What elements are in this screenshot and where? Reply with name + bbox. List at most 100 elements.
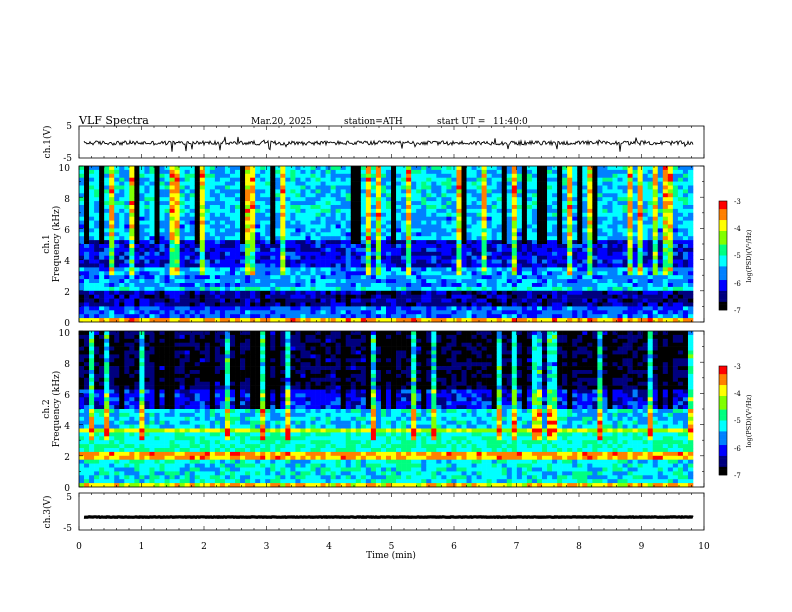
spec1-cell bbox=[350, 212, 357, 217]
spec1-cell bbox=[652, 263, 659, 268]
spec1-cell bbox=[622, 212, 628, 217]
spec1-cell bbox=[647, 283, 654, 288]
spec1-cell bbox=[245, 279, 251, 284]
spec1-cell bbox=[260, 197, 266, 202]
spec1-cell bbox=[124, 181, 130, 186]
spec1-cell bbox=[501, 306, 508, 311]
spec1-cell bbox=[662, 294, 669, 299]
spec1-cell bbox=[416, 228, 422, 233]
spec1-cell bbox=[521, 247, 528, 253]
spec1-cell bbox=[300, 283, 306, 288]
spec1-cell bbox=[179, 169, 185, 175]
spec1-cell bbox=[290, 310, 296, 315]
spec1-cell bbox=[411, 251, 417, 256]
spec1-cell bbox=[471, 247, 477, 253]
spec1-cell bbox=[521, 220, 528, 225]
spec1-cell bbox=[602, 294, 608, 299]
spec1-cell bbox=[169, 251, 175, 256]
spec1-cell bbox=[159, 177, 165, 182]
spec1-cell bbox=[406, 290, 412, 295]
spec1-cell bbox=[370, 193, 377, 198]
spec1-cell bbox=[622, 208, 628, 214]
spec1-cell bbox=[557, 173, 563, 178]
spec1-cell bbox=[174, 173, 180, 178]
spec1-cell bbox=[506, 236, 513, 241]
spec1-cell bbox=[491, 294, 498, 299]
spec1-cell bbox=[536, 251, 543, 256]
spec1-cell bbox=[662, 244, 669, 249]
spec1-cell bbox=[94, 177, 100, 182]
spec1-cell bbox=[622, 275, 628, 280]
spec1-cell bbox=[270, 263, 276, 268]
spec1-cell bbox=[224, 208, 231, 214]
spec1-cell bbox=[602, 197, 608, 202]
spec1-cell bbox=[597, 173, 603, 178]
spec1-cell bbox=[436, 314, 442, 319]
spec1-cell bbox=[310, 244, 316, 249]
spec1-cell bbox=[486, 294, 492, 299]
spec1-cell bbox=[617, 208, 623, 214]
spec1-cell bbox=[375, 236, 382, 241]
spec1-cell bbox=[587, 271, 593, 276]
spec1-cell bbox=[486, 251, 492, 256]
spec1-cell bbox=[194, 271, 201, 276]
spec1-cell bbox=[476, 267, 482, 272]
spec1-cell bbox=[511, 240, 518, 245]
spec1-cell bbox=[245, 255, 251, 260]
spec1-cell bbox=[129, 286, 135, 292]
spec1-cell bbox=[320, 279, 326, 284]
spec1-cell bbox=[305, 197, 311, 202]
spec1-cell bbox=[335, 314, 341, 319]
spec1-cell bbox=[627, 193, 633, 198]
spec1-cell bbox=[275, 177, 281, 182]
spec1-cell bbox=[114, 314, 120, 319]
spec1-cell bbox=[637, 279, 643, 284]
spec1-cell bbox=[446, 205, 452, 210]
spec1-cell bbox=[270, 224, 276, 229]
spec1-cell bbox=[542, 286, 548, 292]
spec1-cell bbox=[345, 318, 352, 323]
spec1-cell bbox=[189, 189, 196, 194]
spec1-cell bbox=[375, 220, 382, 225]
spec1-cell bbox=[109, 275, 115, 280]
spec1-cell bbox=[536, 224, 543, 229]
spec1-cell bbox=[260, 212, 266, 217]
spec1-cell bbox=[99, 263, 105, 268]
spec1-cell bbox=[536, 244, 543, 249]
spec1-cell bbox=[531, 290, 538, 295]
spec1-cell bbox=[129, 181, 135, 186]
spec1-cell bbox=[189, 212, 196, 217]
spec1-cell bbox=[240, 197, 246, 202]
spec1-cell bbox=[451, 263, 457, 268]
spec1-cell bbox=[406, 286, 412, 292]
spec1-cell bbox=[516, 185, 523, 190]
spec1-cell bbox=[375, 216, 382, 221]
spec1-cell bbox=[607, 255, 613, 260]
spec1-cell bbox=[370, 294, 377, 299]
spec1-cell bbox=[240, 216, 246, 221]
spec1-cell bbox=[260, 318, 266, 323]
spec1-cell bbox=[345, 166, 352, 171]
spec1-cell bbox=[129, 185, 135, 190]
spec1-cell bbox=[340, 279, 347, 284]
spec1-cell bbox=[421, 236, 427, 241]
spec1-cell bbox=[612, 205, 618, 210]
spec1-cell bbox=[647, 302, 654, 307]
spec1-cell bbox=[466, 259, 472, 264]
spec1-cell bbox=[250, 275, 256, 280]
spec1-cell bbox=[612, 294, 618, 299]
spec1-cell bbox=[552, 244, 558, 249]
spec1-cell bbox=[320, 205, 326, 210]
spec1-cell bbox=[345, 302, 352, 307]
spec1-cell bbox=[431, 228, 437, 233]
spec1-cell bbox=[662, 279, 669, 284]
spec1-cell bbox=[637, 267, 643, 272]
spec1-cell bbox=[99, 166, 105, 171]
spec1-cell bbox=[557, 197, 563, 202]
spec1-cell bbox=[350, 298, 357, 303]
spec1-cell bbox=[486, 166, 492, 171]
spec1-cell bbox=[617, 275, 623, 280]
spec1-cell bbox=[506, 251, 513, 256]
spec1-cell bbox=[491, 193, 498, 198]
spec1-cell bbox=[104, 255, 110, 260]
